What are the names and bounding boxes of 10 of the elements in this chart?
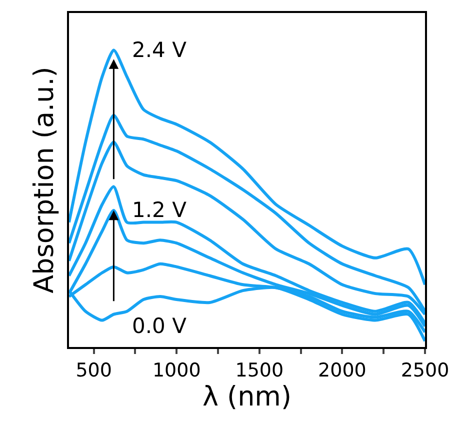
annotation: 0.0 V — [132, 314, 188, 338]
x-tick-label: 2000 — [318, 360, 366, 382]
x-tick-label: 1500 — [235, 360, 284, 382]
x-tick-label: 500 — [76, 360, 112, 382]
x-axis-title: λ (nm) — [202, 382, 292, 413]
y-axis-title: Absorption (a.u.) — [28, 66, 60, 294]
annotation: 1.2 V — [132, 198, 188, 222]
x-tick-label: 2500 — [400, 360, 450, 382]
annotation: 2.4 V — [132, 38, 188, 62]
x-tick-label: 1000 — [152, 360, 201, 382]
